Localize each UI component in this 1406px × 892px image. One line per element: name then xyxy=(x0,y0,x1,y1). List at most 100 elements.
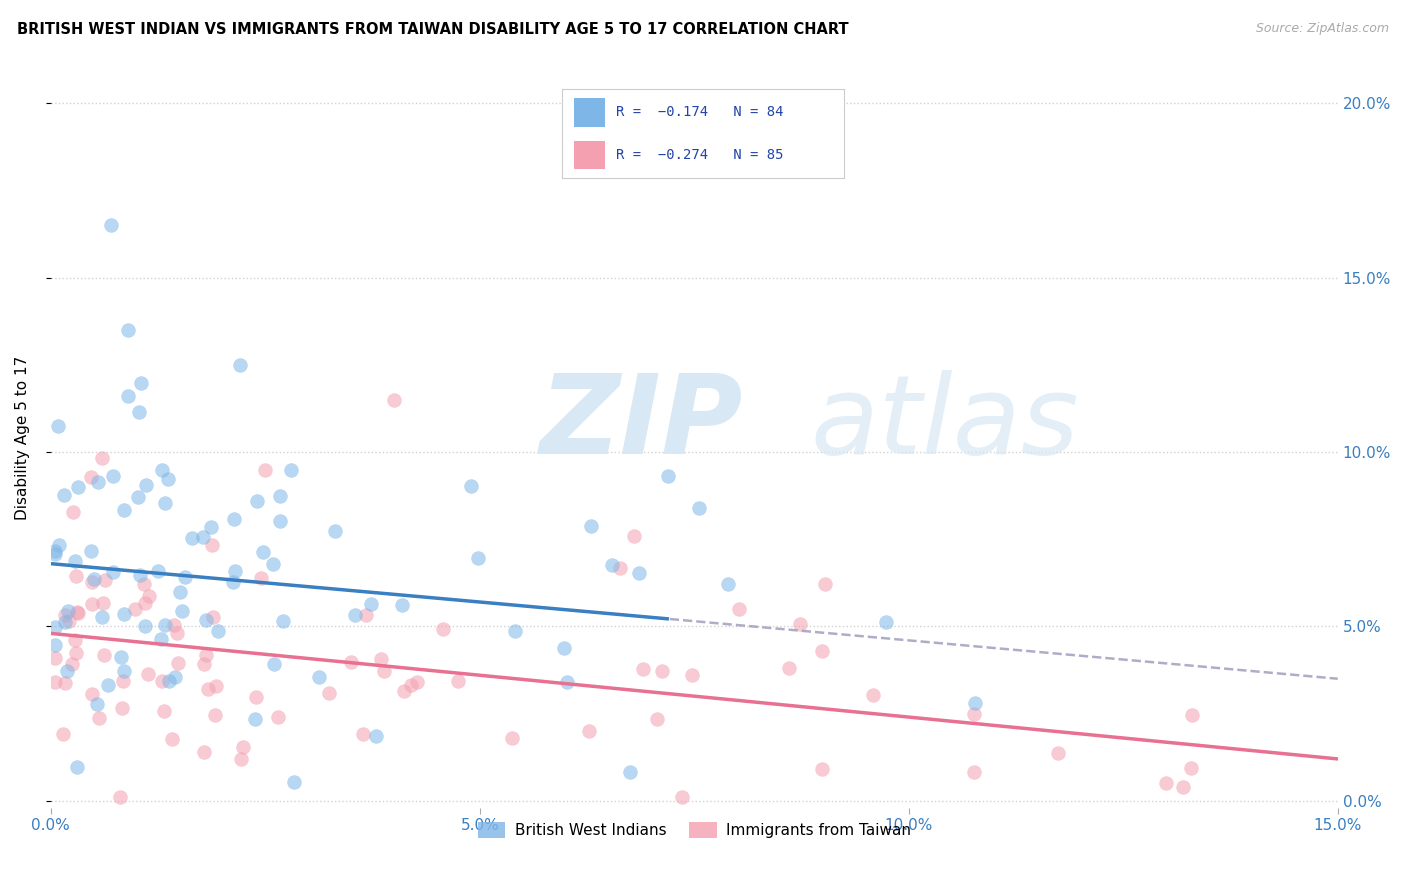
Point xyxy=(138,589,160,603)
Point xyxy=(44,543,66,558)
Point xyxy=(193,531,215,545)
Point xyxy=(323,524,346,538)
Point xyxy=(224,564,246,578)
Point xyxy=(269,514,291,528)
Point xyxy=(86,698,108,712)
Point xyxy=(66,760,89,774)
Point xyxy=(503,624,526,639)
Point xyxy=(813,577,835,591)
Point xyxy=(153,704,176,718)
Point xyxy=(252,545,274,559)
Point xyxy=(117,389,139,403)
Point xyxy=(110,790,132,805)
Point xyxy=(112,664,135,678)
Point xyxy=(112,607,135,621)
Point xyxy=(789,617,811,632)
Point xyxy=(94,573,117,587)
Point xyxy=(373,664,395,678)
Point xyxy=(194,648,217,662)
Point xyxy=(44,675,66,690)
Point xyxy=(727,601,749,615)
Point xyxy=(52,488,75,502)
Text: BRITISH WEST INDIAN VS IMMIGRANTS FROM TAIWAN DISABILITY AGE 5 TO 17 CORRELATION: BRITISH WEST INDIAN VS IMMIGRANTS FROM T… xyxy=(17,22,848,37)
Point xyxy=(204,679,226,693)
Point xyxy=(128,405,150,419)
Legend: British West Indians, Immigrants from Taiwan: British West Indians, Immigrants from Ta… xyxy=(472,816,917,845)
Point xyxy=(153,618,176,632)
Point xyxy=(91,596,114,610)
Point xyxy=(200,520,222,534)
Point xyxy=(110,649,132,664)
Point xyxy=(51,727,73,741)
Point xyxy=(406,674,429,689)
Point xyxy=(207,624,229,639)
Y-axis label: Disability Age 5 to 17: Disability Age 5 to 17 xyxy=(15,356,30,520)
Point xyxy=(150,674,173,689)
Point xyxy=(55,665,77,679)
Point xyxy=(717,577,740,591)
Point xyxy=(153,496,176,510)
Point xyxy=(600,558,623,573)
Point xyxy=(501,731,523,746)
Point xyxy=(65,646,87,660)
Point xyxy=(262,558,284,572)
Point xyxy=(66,479,89,493)
Text: Source: ZipAtlas.com: Source: ZipAtlas.com xyxy=(1256,22,1389,36)
Text: R =  −0.274   N = 85: R = −0.274 N = 85 xyxy=(616,148,783,162)
Point xyxy=(79,544,101,558)
Point xyxy=(344,607,367,622)
Point xyxy=(60,657,83,671)
Point xyxy=(651,664,673,678)
Point xyxy=(399,678,422,692)
Point xyxy=(204,708,226,723)
Point xyxy=(1046,746,1069,760)
Point xyxy=(181,532,204,546)
Point xyxy=(150,462,173,476)
Point xyxy=(134,619,156,633)
Point xyxy=(138,667,160,681)
Point xyxy=(609,560,631,574)
Point xyxy=(222,512,245,526)
Point xyxy=(778,661,800,675)
Point xyxy=(280,462,302,476)
Point xyxy=(135,478,157,492)
Point xyxy=(58,614,80,628)
Point xyxy=(963,765,986,780)
Point xyxy=(645,712,668,726)
Point xyxy=(250,571,273,585)
Point xyxy=(579,518,602,533)
Point xyxy=(318,686,340,700)
Point xyxy=(1154,776,1177,790)
Point xyxy=(340,655,363,669)
Point xyxy=(48,538,70,552)
Point xyxy=(101,565,124,579)
Point xyxy=(1173,780,1195,794)
Point xyxy=(228,358,250,372)
Point xyxy=(53,608,76,623)
Point xyxy=(169,585,191,599)
Point xyxy=(875,615,897,629)
Point xyxy=(810,762,832,776)
Point xyxy=(124,601,146,615)
Bar xyxy=(574,98,605,127)
Point xyxy=(382,392,405,407)
Point xyxy=(1181,707,1204,722)
Point xyxy=(66,607,89,621)
Point xyxy=(254,462,277,476)
Point xyxy=(657,469,679,483)
Point xyxy=(246,494,269,508)
Point xyxy=(222,574,245,589)
Text: atlas: atlas xyxy=(810,370,1078,477)
Point xyxy=(163,618,186,632)
Point xyxy=(553,640,575,655)
Point xyxy=(80,597,103,611)
Point xyxy=(633,662,655,676)
Point xyxy=(193,745,215,759)
Point xyxy=(965,696,987,710)
Point xyxy=(44,620,66,634)
Point xyxy=(681,668,703,682)
Bar xyxy=(574,141,605,169)
Point xyxy=(811,644,834,658)
Point xyxy=(201,538,224,552)
Point xyxy=(100,219,122,233)
